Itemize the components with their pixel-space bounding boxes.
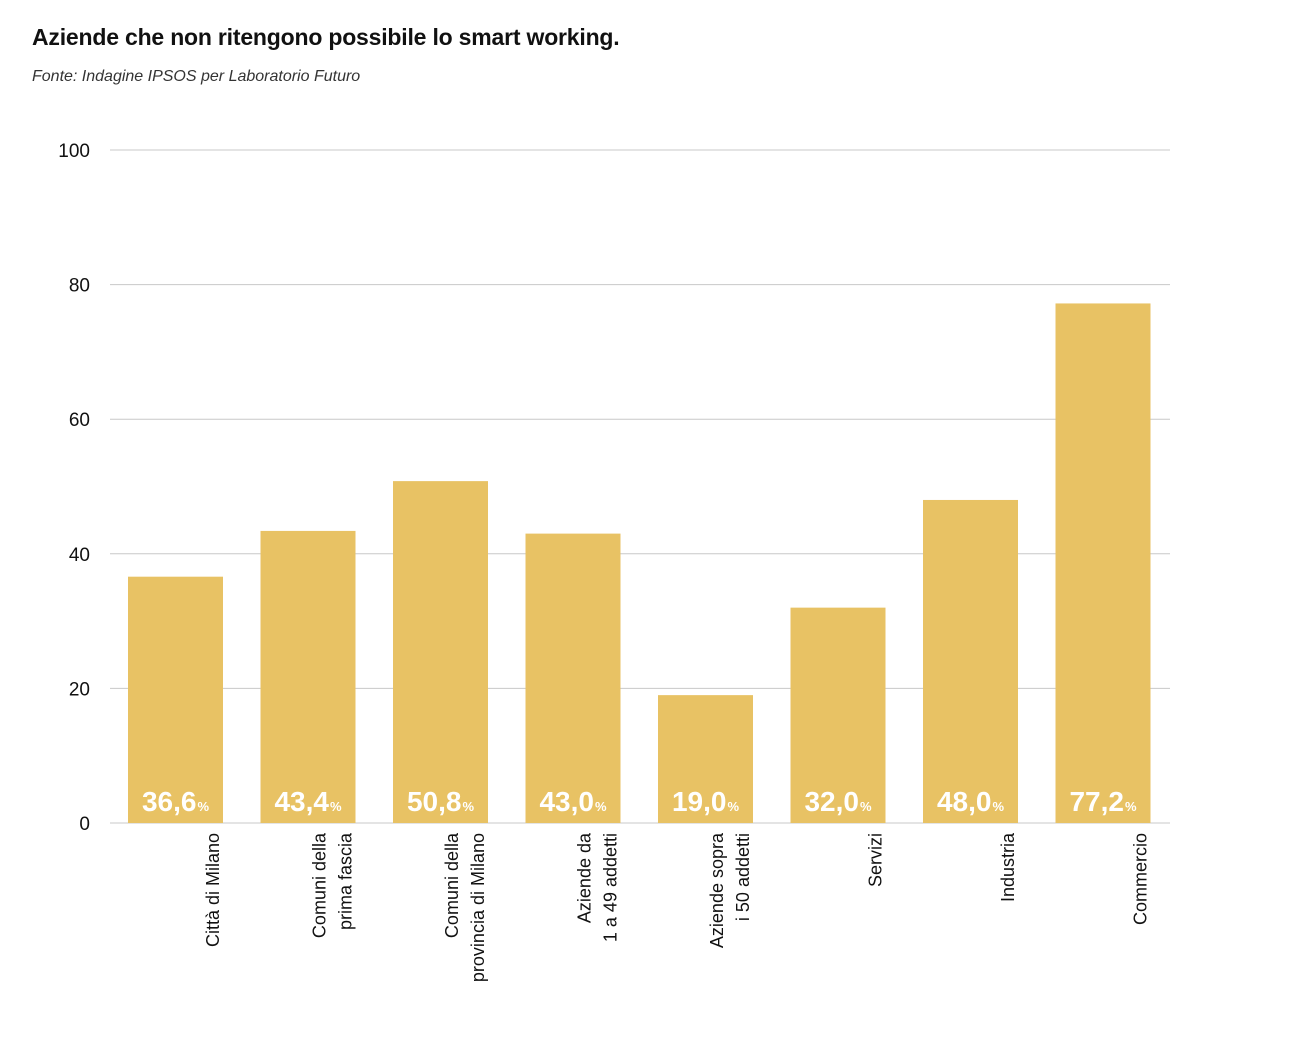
y-axis-ticks: 0 20 40 60 80 100 <box>58 141 90 835</box>
bar <box>658 695 753 823</box>
bar-value-unit: % <box>992 799 1004 814</box>
x-category-label-line: provincia di Milano <box>468 833 488 982</box>
x-category-label-line: Industria <box>998 832 1018 902</box>
bar <box>260 530 356 823</box>
chart-title: Aziende che non ritengono possibile lo s… <box>32 24 620 50</box>
bar-value-unit: % <box>860 799 872 814</box>
bar <box>393 481 488 823</box>
y-tick-label: 100 <box>58 141 90 162</box>
bar-value-number: 36,6 <box>142 786 197 817</box>
bar-value-label: 48,0% <box>937 786 1005 817</box>
y-tick-label: 20 <box>69 679 90 700</box>
bar-value-number: 32,0 <box>804 786 859 817</box>
x-category-label-line: Comuni della <box>310 832 330 938</box>
bar-value-unit: % <box>197 799 209 814</box>
x-category-label: Aziende sopra i 50 addetti <box>707 832 753 948</box>
x-category-label: Aziende da 1 a 49 addetti <box>575 832 621 942</box>
bar-value-label: 36,6% <box>142 786 210 817</box>
bar <box>1055 303 1151 824</box>
bar <box>790 607 886 823</box>
chart-source: Fonte: Indagine IPSOS per Laboratorio Fu… <box>32 68 361 85</box>
bar-value-label: 43,0% <box>539 786 607 817</box>
x-category-label: Servizi <box>866 833 886 887</box>
x-category-label: Commercio <box>1131 833 1151 925</box>
bar-value-number: 43,0 <box>539 786 594 817</box>
data-labels: 36,6% 43,4% 50,8% 43,0% 19,0% 32,0% 48,0% 77,2% <box>142 786 1137 817</box>
x-category-label-line: Aziende da <box>575 832 595 923</box>
bar <box>525 533 621 823</box>
bar-value-unit: % <box>1125 799 1137 814</box>
bar-value-label: 32,0% <box>804 786 872 817</box>
x-category-label-line: 1 a 49 addetti <box>601 833 621 942</box>
bar-value-number: 19,0 <box>672 786 727 817</box>
x-category-label-line: Città di Milano <box>203 833 223 947</box>
x-category-label-line: Aziende sopra <box>707 832 727 948</box>
bar-value-label: 77,2% <box>1069 786 1137 817</box>
x-category-label: Città di Milano <box>203 833 223 947</box>
bar-value-label: 19,0% <box>672 786 740 817</box>
x-category-label: Industria <box>998 832 1018 902</box>
x-category-label-line: i 50 addetti <box>733 833 753 921</box>
x-category-label: Comuni della provincia di Milano <box>442 832 488 982</box>
x-category-label-line: Commercio <box>1131 833 1151 925</box>
bar-value-number: 48,0 <box>937 786 992 817</box>
bar-value-unit: % <box>330 799 342 814</box>
y-tick-label: 80 <box>69 276 90 297</box>
bar-value-number: 43,4 <box>274 786 329 817</box>
y-tick-label: 0 <box>79 814 90 835</box>
x-category-label-line: Servizi <box>866 833 886 887</box>
bars <box>128 303 1151 824</box>
x-category-label-line: prima fascia <box>336 832 356 930</box>
x-axis-labels: Città di Milano Comuni della prima fascia C… <box>203 832 1151 982</box>
x-category-label: Comuni della prima fascia <box>310 832 356 938</box>
bar-value-label: 50,8% <box>407 786 475 817</box>
y-tick-label: 40 <box>69 545 90 566</box>
bar <box>923 499 1018 823</box>
bar <box>128 576 223 823</box>
bar-value-unit: % <box>727 799 739 814</box>
x-category-label-line: Comuni della <box>442 832 462 938</box>
y-tick-label: 60 <box>69 410 90 431</box>
bar-value-unit: % <box>595 799 607 814</box>
bar-value-number: 77,2 <box>1069 786 1124 817</box>
bar-value-number: 50,8 <box>407 786 462 817</box>
bar-value-label: 43,4% <box>274 786 342 817</box>
bar-value-unit: % <box>462 799 474 814</box>
